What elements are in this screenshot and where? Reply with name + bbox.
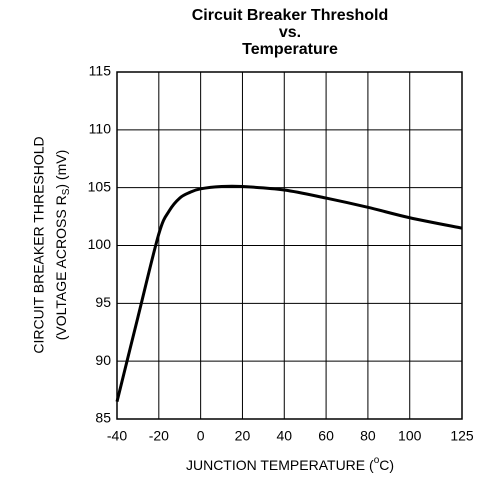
x-tick-label: 60 [318,428,334,444]
x-tick-label: -40 [107,428,127,444]
y-tick-label: 90 [95,352,111,368]
y-tick-label: 110 [89,121,112,137]
y-tick-label: 105 [88,178,112,194]
x-tick-label: 0 [197,428,205,444]
y-axis-label: CIRCUIT BREAKER THRESHOLD (VOLTAGE ACROS… [31,136,72,353]
x-axis-label: JUNCTION TEMPERATURE (oC) [186,455,394,473]
data-line [115,184,463,403]
x-label-part: JUNCTION TEMPERATURE ( [186,457,374,473]
x-tick-label: -20 [149,428,169,444]
x-tick-label: 125 [450,428,474,444]
chart-title: Circuit Breaker Threshold [192,7,389,24]
x-tick-label: 40 [276,428,292,444]
y-label-part: (VOLTAGE ACROSS R [53,195,69,340]
x-tick-label: 100 [398,428,422,444]
y-tick-label: 95 [95,294,111,310]
y-tick-label: 100 [88,236,112,252]
x-tick-label: 80 [360,428,376,444]
y-tick-label: 115 [89,63,112,79]
y-tick-label: 85 [95,410,111,426]
chart-title: Temperature [242,41,338,58]
x-tick-label: 20 [235,428,251,444]
y-label-line: CIRCUIT BREAKER THRESHOLD [31,136,47,353]
y-label-line: (VOLTAGE ACROSS RS) (mV) [53,150,72,341]
x-label-part: C) [379,457,394,473]
chart-title: vs. [279,24,301,41]
plot-frame [116,71,463,420]
y-label-part: ) (mV) [53,150,69,189]
y-label-sub: S [61,188,72,195]
x-label-sup: o [374,455,380,466]
